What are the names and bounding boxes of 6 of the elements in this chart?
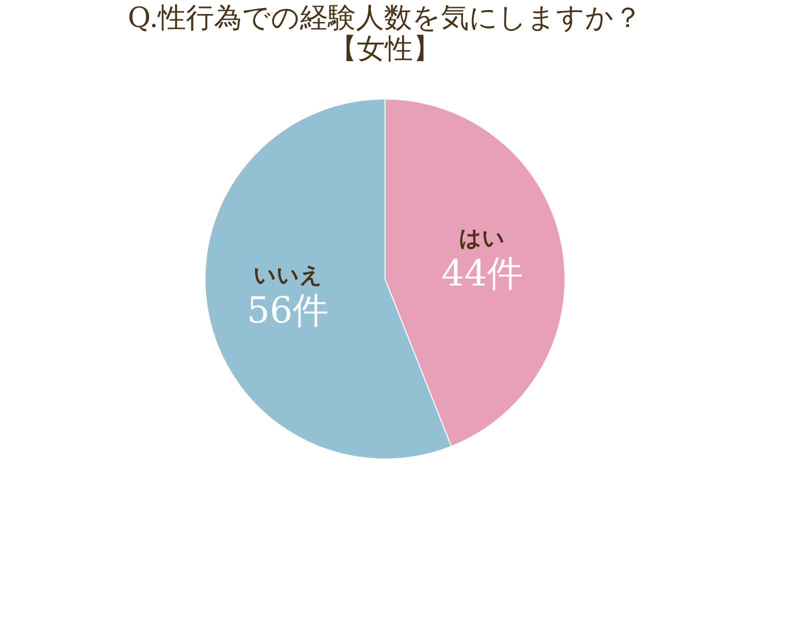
data-label: 56件: [246, 290, 329, 332]
slice-label: はい: [459, 226, 506, 252]
chart-subtitle: 【女性】: [329, 32, 441, 65]
data-label: 44件: [441, 253, 524, 294]
chart-title: Q.性行為での経験人数を気にしますか？: [128, 1, 642, 34]
slice-label: いいえ: [253, 264, 322, 289]
